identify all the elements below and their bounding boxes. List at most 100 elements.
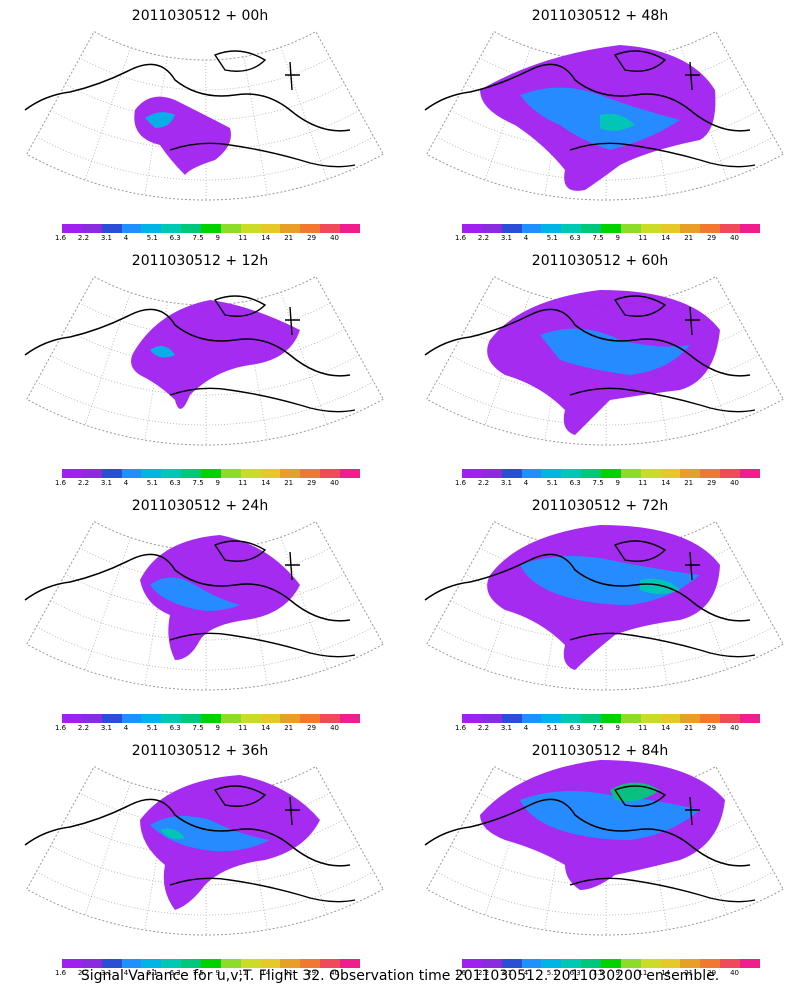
colorbar-tick-label: 4 xyxy=(123,969,129,977)
coastline xyxy=(685,61,700,91)
coastline xyxy=(285,551,300,581)
panel-title: 2011030512 + 60h xyxy=(531,253,669,269)
colorbar-swatch xyxy=(280,469,301,478)
variance-map xyxy=(24,30,384,201)
colorbar-tick-label: 14 xyxy=(261,969,271,977)
longitude-line xyxy=(280,46,328,180)
colorbar-tick-label: 3.1 xyxy=(500,479,512,487)
colorbar-swatch xyxy=(700,469,721,478)
coastline xyxy=(424,553,751,622)
colorbar-tick-label: 40 xyxy=(330,479,339,487)
colorbar-tick-label: 5.1 xyxy=(546,969,558,977)
longitude-line xyxy=(680,781,728,915)
coastline xyxy=(569,142,756,168)
colorbar-swatch xyxy=(561,959,582,968)
colorbar-swatch xyxy=(81,224,102,233)
colorbar-swatch xyxy=(740,959,760,968)
longitude-line xyxy=(84,537,131,671)
colorbar-swatch xyxy=(680,224,701,233)
colorbar-labels: 1.6 2.2 3.1 4 5.1 6.3 7.5 9 11 14 21 29 40 xyxy=(55,724,375,734)
colorbar-tick-label: 5.1 xyxy=(146,479,158,487)
coastline xyxy=(24,798,351,867)
colorbar-swatch xyxy=(620,469,641,478)
colorbar-swatch xyxy=(141,959,162,968)
colorbar-swatch xyxy=(541,714,562,723)
colorbar-tick-label: 9 xyxy=(215,479,220,487)
latitude-line xyxy=(436,136,774,181)
colorbar-tick-label: 2.2 xyxy=(477,724,490,732)
colorbar-swatch xyxy=(501,959,522,968)
colorbar-swatch xyxy=(561,469,582,478)
colorbar-tick-label: 7.5 xyxy=(592,479,604,487)
variance-contour xyxy=(131,300,300,409)
colorbar xyxy=(462,714,760,723)
variance-map xyxy=(424,760,784,936)
colorbar-labels: 1.6 2.2 3.1 4 5.1 6.3 7.5 9 11 14 21 29 40 xyxy=(455,479,775,489)
map-panel: 2011030512 + 36h 1.6 2.2 3.1 4 5.1 6.3 7.5 9 11 14… xyxy=(0,735,400,980)
colorbar-swatch xyxy=(640,469,661,478)
colorbar-swatch xyxy=(640,959,661,968)
colorbar-tick-label: 14 xyxy=(261,479,271,487)
colorbar-labels: 1.6 2.2 3.1 4 5.1 6.3 7.5 9 11 14 21 29 40 xyxy=(55,479,375,489)
colorbar-swatch xyxy=(181,469,202,478)
colorbar-swatch xyxy=(541,959,562,968)
colorbar-tick-label: 5.1 xyxy=(546,479,558,487)
longitude-line xyxy=(84,782,131,916)
colorbar-tick-label: 2.2 xyxy=(477,969,490,977)
latitude-line xyxy=(36,871,374,916)
coastline xyxy=(169,877,356,903)
colorbar-swatch xyxy=(521,469,542,478)
map-panel: 2011030512 + 00h 1.6 2.2 3.1 4 5.1 6.3 7.5 9 11 14… xyxy=(0,0,400,245)
colorbar-swatch xyxy=(181,714,202,723)
island-outline xyxy=(613,540,667,562)
colorbar-swatch xyxy=(660,714,681,723)
colorbar-swatch xyxy=(481,469,502,478)
colorbar xyxy=(62,959,360,968)
colorbar-swatch xyxy=(481,714,502,723)
colorbar-tick-label: 9 xyxy=(215,724,220,732)
colorbar-swatch xyxy=(240,714,261,723)
colorbar-swatch xyxy=(620,224,641,233)
colorbar-tick-label: 4 xyxy=(123,724,129,732)
colorbar-swatch xyxy=(601,959,621,968)
colorbar-swatch xyxy=(561,714,582,723)
colorbar-swatch xyxy=(541,224,562,233)
colorbar xyxy=(62,469,360,478)
colorbar xyxy=(462,959,760,968)
latitude-line xyxy=(65,328,345,366)
map-panel: 2011030512 + 60h 1.6 2.2 3.1 4 5.1 6.3 7.5 9 11 14… xyxy=(400,245,800,490)
colorbar-swatch xyxy=(340,714,360,723)
colorbar-tick-label: 11 xyxy=(238,969,248,977)
colorbar-swatch xyxy=(62,714,82,723)
coastline xyxy=(169,632,356,658)
colorbar-tick-label: 14 xyxy=(661,234,671,242)
colorbar-swatch xyxy=(320,469,341,478)
coastline xyxy=(424,63,751,132)
colorbar-tick-label: 40 xyxy=(730,724,739,732)
colorbar-swatch xyxy=(121,224,142,233)
colorbar-swatch xyxy=(660,959,681,968)
colorbar-swatch xyxy=(340,224,360,233)
colorbar-swatch xyxy=(680,714,701,723)
variance-contour xyxy=(150,577,240,611)
panel-title: 2011030512 + 24h xyxy=(131,498,269,514)
longitude-line xyxy=(280,291,328,425)
colorbar-tick-label: 11 xyxy=(638,479,648,487)
colorbar-labels: 1.6 2.2 3.1 4 5.1 6.3 7.5 9 11 14 21 29 40 xyxy=(455,969,775,979)
colorbar-tick-label: 14 xyxy=(261,234,271,242)
colorbar-swatch xyxy=(601,469,621,478)
colorbar-swatch xyxy=(320,224,341,233)
colorbar-swatch xyxy=(141,224,162,233)
colorbar-swatch xyxy=(161,224,182,233)
colorbar-swatch xyxy=(581,959,602,968)
variance-map xyxy=(24,765,384,936)
colorbar-tick-label: 29 xyxy=(707,479,717,487)
colorbar-swatch xyxy=(501,224,522,233)
colorbar-tick-label: 2.2 xyxy=(77,724,90,732)
colorbar-swatch xyxy=(141,469,162,478)
colorbar-tick-label: 5.1 xyxy=(146,234,158,242)
colorbar-swatch xyxy=(181,959,202,968)
variance-contour xyxy=(600,113,635,131)
colorbar-tick-label: 14 xyxy=(661,969,671,977)
longitude-line xyxy=(84,47,131,181)
